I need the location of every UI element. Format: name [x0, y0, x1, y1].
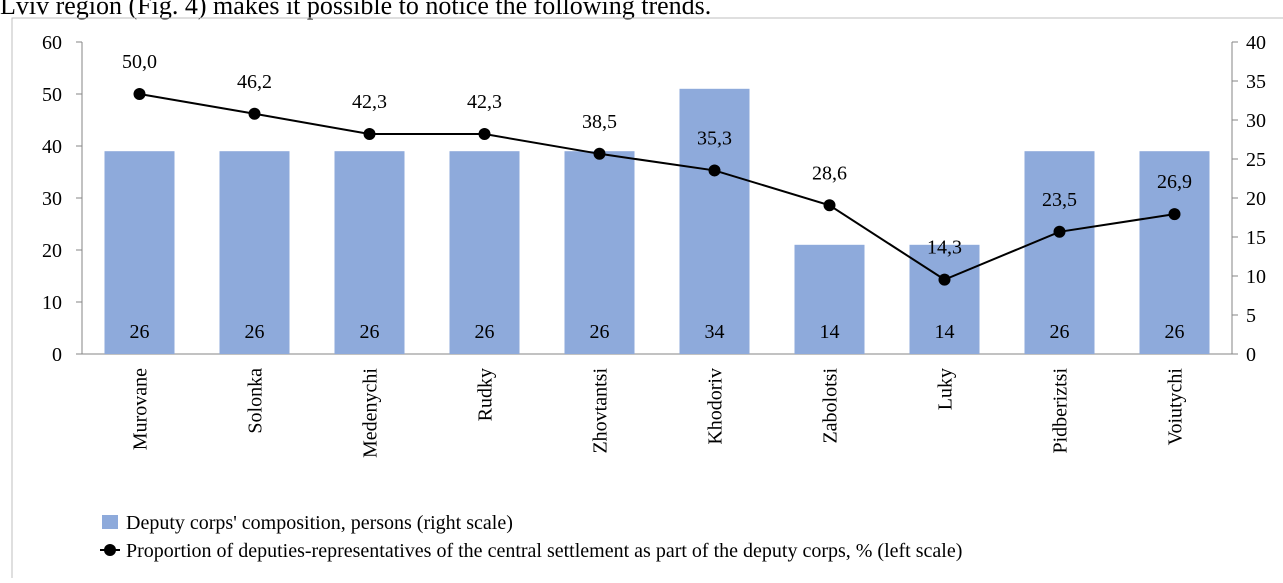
line-point — [823, 199, 836, 212]
bar — [564, 151, 635, 354]
bar — [219, 151, 290, 354]
x-tick-label: Medenychi — [360, 368, 382, 458]
line-point — [708, 164, 721, 177]
bar-value-label: 26 — [245, 321, 265, 343]
bar — [334, 151, 405, 354]
bar-value-label: 26 — [130, 321, 150, 343]
y2-tick-label: 5 — [1246, 305, 1256, 327]
bar-value-label: 34 — [705, 321, 725, 343]
y2-tick-label: 15 — [1246, 227, 1266, 249]
legend-label: Proportion of deputies-representatives o… — [126, 540, 962, 562]
line-point — [1053, 225, 1066, 238]
y-tick-label: 60 — [42, 32, 62, 54]
bar — [449, 151, 520, 354]
bar — [1139, 151, 1210, 354]
bar-value-label: 26 — [475, 321, 495, 343]
line — [139, 93, 1175, 281]
y2-tick-label: 10 — [1246, 266, 1266, 288]
line-point — [363, 128, 376, 141]
line-value-label: 23,5 — [1042, 189, 1077, 211]
x-tick-label: Zhovtantsi — [590, 368, 612, 454]
bar — [104, 151, 175, 354]
line-point — [938, 273, 951, 286]
bar-value-label: 26 — [1050, 321, 1070, 343]
y-tick-label: 20 — [42, 240, 62, 262]
y-tick-label: 50 — [42, 84, 62, 106]
bar — [794, 244, 865, 354]
y-tick-label: 40 — [42, 136, 62, 158]
x-tick-label: Voiutychi — [1165, 368, 1187, 446]
bar-value-label: 26 — [360, 321, 380, 343]
bar-value-label: 14 — [935, 321, 955, 343]
line-value-label: 38,5 — [582, 111, 617, 133]
line-point — [593, 147, 606, 160]
x-tick-label: Khodoriv — [705, 368, 727, 445]
y-tick-label: 10 — [42, 292, 62, 314]
bar — [679, 88, 750, 355]
bar-value-label: 26 — [1165, 321, 1185, 343]
legend-label: Deputy corps' composition, persons (righ… — [126, 512, 513, 534]
line-value-label: 42,3 — [352, 91, 387, 113]
line-point — [248, 107, 261, 120]
y2-tick-label: 25 — [1246, 149, 1266, 171]
x-tick-label: Luky — [935, 368, 957, 410]
x-tick-label: Zabolotsi — [820, 368, 842, 444]
bar-value-label: 26 — [590, 321, 610, 343]
bar — [909, 244, 980, 354]
x-tick-label: Rudky — [475, 368, 497, 421]
y2-tick-label: 40 — [1246, 32, 1266, 54]
line-value-label: 46,2 — [237, 71, 272, 93]
x-tick-label: Pidberiztsi — [1050, 368, 1072, 454]
x-tick-label: Solonka — [245, 368, 267, 434]
y2-tick-label: 20 — [1246, 188, 1266, 210]
line-value-label: 35,3 — [697, 127, 732, 149]
y2-tick-label: 30 — [1246, 110, 1266, 132]
y2-tick-label: 0 — [1246, 344, 1256, 366]
bar-value-label: 14 — [820, 321, 840, 343]
line-value-label: 14,3 — [927, 237, 962, 259]
intro-text: Lviv region (Fig. 4) makes it possible t… — [0, 0, 711, 20]
bar — [1024, 151, 1095, 354]
legend-swatch — [102, 515, 118, 529]
line-point — [1168, 208, 1181, 221]
line-value-label: 42,3 — [467, 91, 502, 113]
chart-frame — [11, 17, 1283, 583]
line-value-label: 28,6 — [812, 162, 847, 184]
y2-tick-label: 35 — [1246, 71, 1266, 93]
y-tick-label: 0 — [52, 344, 62, 366]
line-point — [478, 128, 491, 141]
legend-dot — [104, 544, 116, 556]
line-value-label: 50,0 — [122, 51, 157, 73]
line-value-label: 26,9 — [1157, 171, 1192, 193]
y-tick-label: 30 — [42, 188, 62, 210]
line-point — [133, 88, 146, 100]
x-tick-label: Murovane — [130, 368, 152, 450]
